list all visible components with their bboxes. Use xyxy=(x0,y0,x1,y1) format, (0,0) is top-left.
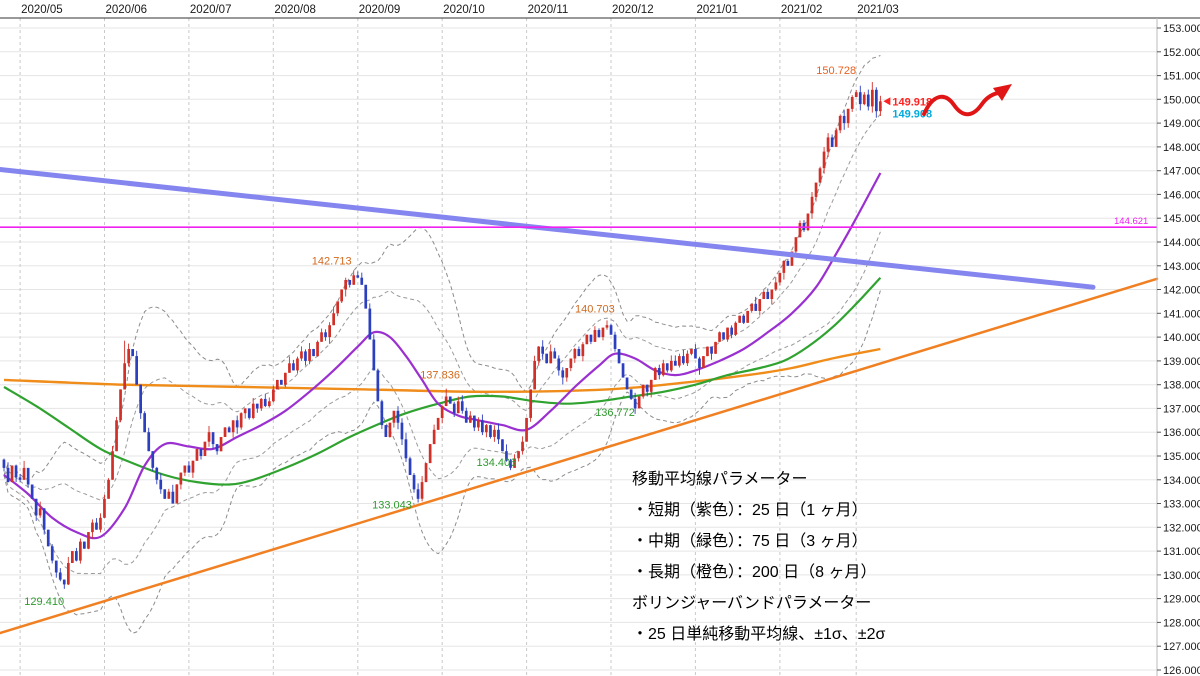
y-axis-label: 140.000 xyxy=(1163,332,1200,344)
x-axis-label: 2020/11 xyxy=(528,4,569,16)
y-axis-label: 129.000 xyxy=(1163,594,1200,606)
note-line-bb-title: ボリンジャーバンドパラメーター xyxy=(632,595,872,612)
y-axis-label: 136.000 xyxy=(1163,427,1200,439)
x-axis-label: 2020/06 xyxy=(106,4,148,16)
ma200-line xyxy=(3,347,881,393)
y-axis-label: 148.000 xyxy=(1163,142,1200,154)
y-axis-label: 146.000 xyxy=(1163,189,1200,201)
y-axis-label: 145.000 xyxy=(1163,213,1200,225)
last-price-arrow-icon xyxy=(883,97,891,106)
y-axis-label: 149.000 xyxy=(1163,118,1200,130)
y-axis-label: 139.000 xyxy=(1163,356,1200,368)
y-axis-label: 127.000 xyxy=(1163,641,1200,653)
price-annotation: 140.703 xyxy=(575,303,615,315)
x-axis-label: 2020/07 xyxy=(190,4,232,16)
annotations: 129.410 142.713 133.043 137.836 134.406 140.7… xyxy=(24,65,932,608)
axes: 2020/05 2020/06 2020/07 2020/08 2020/09 2020/… xyxy=(0,4,1200,676)
ma-parameters-note: 移動平均線パラメーター ・短期（紫色）：25 日（1 ヶ月） ・中期（緑色）：7… xyxy=(632,464,885,650)
note-line-short-term: ・短期（紫色）：25 日（1 ヶ月） xyxy=(632,502,868,519)
y-axis-label: 144.000 xyxy=(1163,237,1200,249)
candles xyxy=(2,82,882,589)
last-price-label: 149.918 xyxy=(892,96,932,108)
bid-price-label: 149.908 xyxy=(892,108,932,120)
y-axis-label: 137.000 xyxy=(1163,403,1200,415)
note-line-mid-term: ・中期（緑色）：75 日（3 ヶ月） xyxy=(632,533,868,550)
y-axis-label: 128.000 xyxy=(1163,617,1200,629)
x-axis-label: 2020/12 xyxy=(612,4,654,16)
y-axis-label: 132.000 xyxy=(1163,522,1200,534)
y-axis-label: 130.000 xyxy=(1163,570,1200,582)
y-axis-label: 147.000 xyxy=(1163,166,1200,178)
note-line-bb-detail: ・25 日単純移動平均線、±1σ、±2σ xyxy=(632,626,886,643)
y-axis-label: 131.000 xyxy=(1163,546,1200,558)
y-axis-label: 143.000 xyxy=(1163,261,1200,273)
x-axis-label: 2020/05 xyxy=(21,4,63,16)
trendlines: 144.621 xyxy=(0,167,1159,635)
x-axis-label: 2020/10 xyxy=(443,4,485,16)
y-axis-label: 141.000 xyxy=(1163,308,1200,320)
price-annotation: 142.713 xyxy=(312,256,352,268)
y-axis-label: 138.000 xyxy=(1163,380,1200,392)
moving-averages xyxy=(3,172,882,540)
ascending-support-trendline xyxy=(0,277,1159,635)
bollinger-band--2sigma xyxy=(3,290,881,634)
y-axis-label: 133.000 xyxy=(1163,499,1200,511)
price-annotation: 136.772 xyxy=(595,407,635,419)
price-annotation: 129.410 xyxy=(24,596,64,608)
x-axis-label: 2021/03 xyxy=(857,4,899,16)
squiggly-arrowhead-icon xyxy=(993,84,1012,101)
price-annotation: 133.043 xyxy=(372,500,412,512)
bollinger-bands xyxy=(3,55,881,634)
note-line-long-term: ・長期（橙色）：200 日（8 ヶ月） xyxy=(632,564,877,581)
y-axis-label: 152.000 xyxy=(1163,47,1200,59)
y-axis-label: 142.000 xyxy=(1163,285,1200,297)
y-axis-label: 134.000 xyxy=(1163,475,1200,487)
price-annotation: 150.728 xyxy=(816,65,856,77)
note-line-ma-title: 移動平均線パラメーター xyxy=(632,471,808,488)
descending-resistance-trendline xyxy=(0,167,1096,290)
x-axis-label: 2020/09 xyxy=(359,4,401,16)
y-axis-label: 153.000 xyxy=(1163,23,1200,35)
x-axis-label: 2021/02 xyxy=(781,4,823,16)
bollinger-band-+1sigma xyxy=(3,113,881,501)
y-axis-label: 151.000 xyxy=(1163,71,1200,83)
trend-arrow xyxy=(922,84,1012,117)
x-axis-label: 2020/08 xyxy=(274,4,316,16)
horizontal-line-label: 144.621 xyxy=(1114,216,1148,227)
y-axis-label: 150.000 xyxy=(1163,94,1200,106)
price-annotation: 137.836 xyxy=(420,370,460,382)
ma75-line xyxy=(3,276,882,486)
price-annotation: 134.406 xyxy=(477,457,517,469)
bollinger-band-+2sigma xyxy=(3,55,881,481)
y-axis-label: 135.000 xyxy=(1163,451,1200,463)
squiggly-arrow-icon xyxy=(922,91,1002,117)
ma25-line xyxy=(3,172,882,540)
x-axis-label: 2021/01 xyxy=(696,4,738,16)
y-axis-label: 126.000 xyxy=(1163,665,1200,676)
